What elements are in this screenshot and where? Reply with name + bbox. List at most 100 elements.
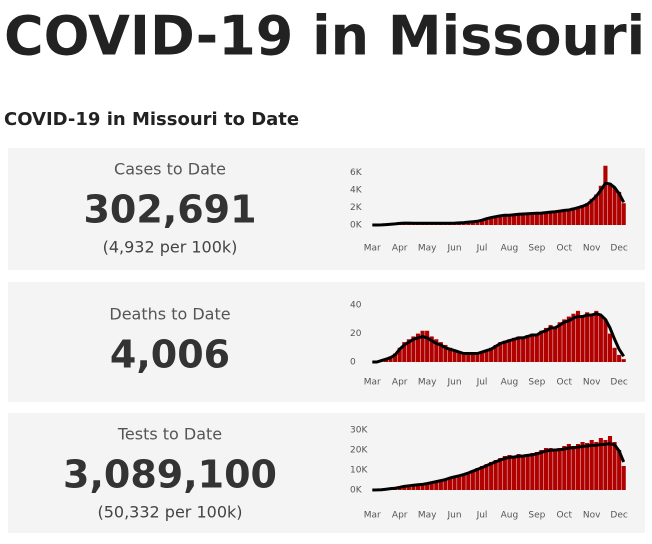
x-tick-label: Jul	[476, 378, 488, 388]
bar	[512, 338, 516, 362]
bar	[585, 443, 589, 490]
x-tick-label: Aug	[501, 511, 519, 521]
bar	[608, 183, 612, 225]
bar	[608, 334, 612, 362]
bar	[539, 214, 543, 225]
y-tick-label: 10K	[350, 466, 368, 476]
bar	[594, 311, 598, 362]
bar	[471, 355, 475, 362]
card-per-capita: (50,332 per 100k)	[97, 503, 242, 522]
x-tick-label: Nov	[583, 511, 601, 521]
x-tick-label: Jun	[447, 378, 462, 388]
card-label: Tests to Date	[117, 425, 222, 444]
bar	[425, 331, 429, 362]
y-tick-label: 4K	[350, 186, 363, 196]
x-tick-label: Mar	[364, 244, 381, 254]
x-tick-label: Sep	[528, 378, 545, 388]
bar	[603, 319, 607, 362]
bar	[521, 214, 525, 225]
x-tick-label: May	[418, 511, 437, 521]
page-title: COVID-19 in Missouri	[4, 5, 645, 68]
bar	[599, 315, 603, 362]
bar	[594, 442, 598, 490]
x-tick-label: Sep	[528, 511, 545, 521]
bar	[530, 453, 534, 490]
x-tick-label: Aug	[501, 378, 519, 388]
y-tick-label: 6K	[350, 168, 363, 178]
bar	[526, 454, 530, 490]
bar	[581, 315, 585, 362]
bar	[567, 317, 571, 362]
bar	[585, 312, 589, 362]
y-tick-label: 0K	[350, 221, 363, 231]
x-tick-label: Mar	[364, 378, 381, 388]
x-tick-label: Apr	[392, 244, 408, 254]
card-label: Cases to Date	[114, 160, 226, 179]
bar	[535, 452, 539, 490]
y-tick-label: 30K	[350, 426, 368, 436]
y-tick-label: 0K	[350, 486, 363, 496]
x-tick-label: Jun	[447, 511, 462, 521]
x-tick-label: Jul	[476, 244, 488, 254]
x-tick-label: May	[418, 244, 437, 254]
x-tick-label: Dec	[610, 378, 627, 388]
bar	[494, 460, 498, 490]
bar	[571, 314, 575, 362]
bar	[549, 325, 553, 362]
bar	[558, 322, 562, 362]
bar	[549, 448, 553, 490]
bar	[622, 203, 626, 225]
bar	[530, 334, 534, 362]
bar	[558, 448, 562, 490]
card-per-capita: (4,932 per 100k)	[103, 238, 238, 257]
bar	[567, 444, 571, 490]
x-tick-label: Mar	[364, 511, 381, 521]
bar	[571, 446, 575, 490]
bar	[622, 466, 626, 490]
y-tick-label: 40	[350, 301, 362, 311]
card-value: 4,006	[110, 333, 230, 377]
bar	[544, 448, 548, 490]
bar	[512, 456, 516, 490]
x-tick-label: Apr	[392, 511, 408, 521]
x-tick-label: Dec	[610, 244, 627, 254]
bar	[539, 331, 543, 362]
bar	[507, 455, 511, 490]
bar	[617, 355, 621, 362]
bar	[485, 464, 489, 490]
bar	[489, 462, 493, 490]
bar	[581, 442, 585, 490]
bar	[613, 348, 617, 362]
x-tick-label: Nov	[583, 378, 601, 388]
y-tick-label: 2K	[350, 203, 363, 213]
bar	[521, 455, 525, 490]
bar	[553, 327, 557, 363]
bar	[603, 440, 607, 490]
bar	[622, 359, 626, 362]
x-tick-label: Apr	[392, 378, 408, 388]
bar	[539, 450, 543, 490]
y-tick-label: 20	[350, 329, 362, 339]
y-tick-label: 20K	[350, 446, 368, 456]
x-tick-label: Aug	[501, 244, 519, 254]
bar	[521, 336, 525, 362]
y-tick-label: 0	[350, 358, 356, 368]
x-tick-label: Sep	[528, 244, 545, 254]
card-value: 3,089,100	[63, 453, 277, 497]
x-tick-label: Jul	[476, 511, 488, 521]
bar	[517, 336, 521, 362]
bar	[507, 215, 511, 225]
x-tick-label: May	[418, 378, 437, 388]
bar	[567, 210, 571, 225]
bar	[517, 454, 521, 490]
bar	[590, 314, 594, 362]
bar	[535, 334, 539, 362]
bar	[544, 328, 548, 362]
card-value: 302,691	[83, 188, 256, 232]
bar	[498, 458, 502, 490]
bar	[562, 319, 566, 362]
bar	[590, 440, 594, 490]
bar	[576, 444, 580, 490]
card-label: Deaths to Date	[109, 305, 230, 324]
